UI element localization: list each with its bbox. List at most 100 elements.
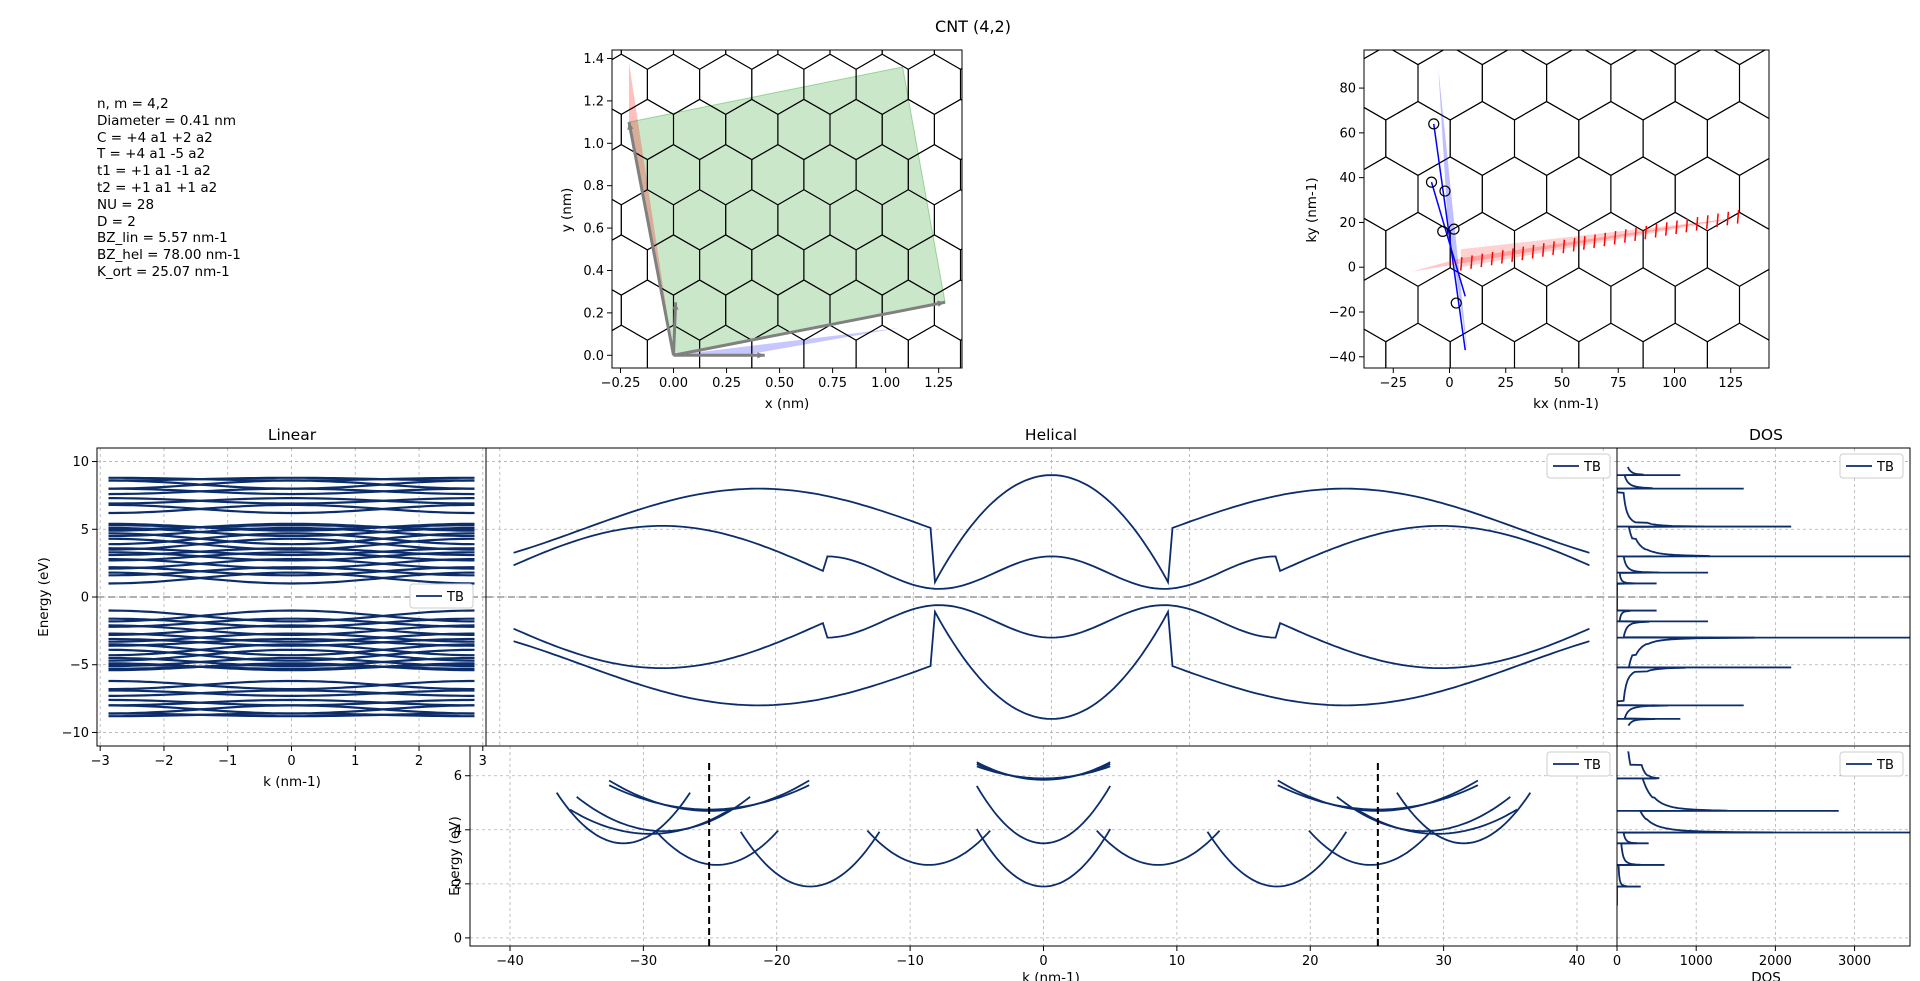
hexagon [1352,9,1404,69]
hexagon [1065,145,1117,205]
band-curve [108,624,475,636]
hexagon [1648,50,1702,66]
hexagon [1169,54,1221,114]
hexagon [726,461,778,521]
band-curve [108,566,475,577]
hexagon [1065,54,1117,114]
vector-head [937,300,946,307]
hexagon [829,50,883,70]
x-tick-label: 0.50 [765,376,794,391]
y-tick-label: 0.8 [583,179,604,194]
band-curve [108,679,475,691]
hexagon [1481,50,1548,121]
hexagon [1091,9,1143,69]
hexagon [1013,416,1065,476]
y-tick-label: 0.4 [583,264,604,279]
hexagon [1039,99,1091,159]
hexagon [1804,0,1868,9]
hexagon [1675,0,1739,9]
hexagon [1364,156,1419,232]
cutting-segment [1736,210,1740,224]
hexagon [1117,54,1169,114]
info-line: Diameter = 0.41 nm [97,112,236,129]
hexagon [491,416,543,476]
x-tick-label: 1.25 [924,376,953,391]
hexagon [1772,434,1836,508]
band-curve [108,637,475,647]
plot-area-c7 [1617,746,1910,946]
hexagon [1117,0,1169,24]
x-tick-label: 0 [287,754,295,769]
hexagon [1257,323,1321,397]
x-tick-label: −20 [763,954,790,969]
hexagon [1143,190,1195,250]
y-tick-label: −20 [1329,306,1356,321]
hexagon [1610,156,1676,232]
hexagon [491,0,543,24]
hexagon [1707,434,1771,508]
hexagon [1257,0,1321,65]
band-curve [513,525,1590,590]
hexagon [1274,0,1326,24]
y-tick-label: 1.2 [583,94,604,109]
hexagon [517,9,569,69]
dos-curve [1617,751,1774,906]
y-tick-label: 60 [1339,126,1356,141]
band-curve [108,617,475,628]
band-curve [108,648,475,662]
hexagon [1836,0,1900,65]
hexagon [1143,280,1195,340]
hexagon [1257,434,1321,508]
x-tick-label: 30 [1435,954,1452,969]
y-tick-label: 0 [454,931,462,946]
hexagon [1364,50,1381,60]
hexagon [1430,0,1482,24]
hexagon [1013,54,1065,114]
hexagon [1143,99,1195,159]
hexagon [1129,323,1193,397]
band-curve [108,712,475,718]
hexagon [595,416,647,476]
hexagon [1169,325,1221,385]
y-tick-label: 5 [81,523,89,538]
band-curve [108,624,475,636]
hexagon [1738,50,1769,120]
hexagon [725,50,779,70]
hexagon [987,370,1039,430]
hexagon [908,506,960,566]
hexagon [1417,50,1483,121]
x-tick-label: −2 [154,754,173,769]
band-curve [108,632,475,643]
x-tick-label: −1 [218,754,237,769]
hexagon [1354,0,1418,9]
hexagon [1247,370,1299,430]
band-curve [108,526,475,538]
hexagon [1065,0,1117,24]
panel-title: Helical [1025,426,1077,444]
hexagon [1161,157,1225,231]
hexagon [1195,99,1247,159]
hexagon [1546,156,1612,232]
hexagon [465,370,517,430]
hexagon [987,280,1039,340]
hexagon [933,98,962,161]
cutting-segment [1685,218,1689,233]
band-curve [108,679,475,691]
y-tick-label: 40 [1339,171,1356,186]
hexagon [1193,323,1257,397]
x-tick-label: 40 [1569,954,1586,969]
plot-area-c2 [1129,0,1900,508]
hexagon [465,9,517,69]
hexagon [1274,416,1326,476]
x-tick-label: 1 [351,754,359,769]
hexagon [1143,461,1195,521]
cutting-segment [1675,220,1678,235]
vector-C [673,300,946,357]
hexagon [856,416,908,476]
k-point-marker [1437,225,1449,237]
cutting-segment [1654,223,1658,238]
band-curve [108,689,475,697]
y-tick-label: −40 [1329,350,1356,365]
hexagon [908,416,960,476]
hexagon [647,416,699,476]
